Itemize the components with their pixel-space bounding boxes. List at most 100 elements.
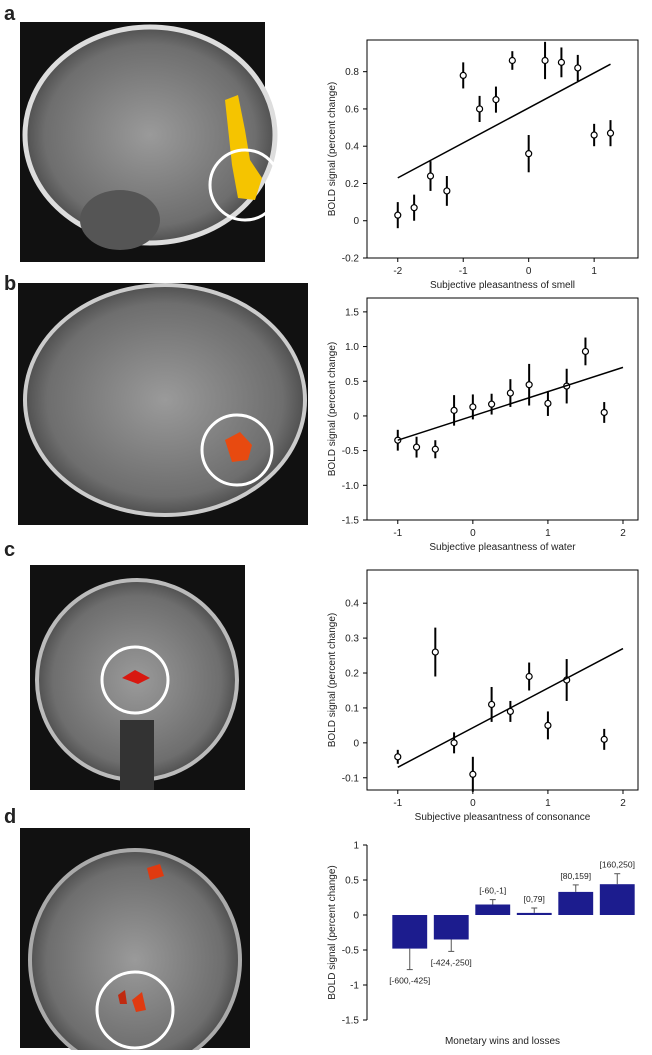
data-point <box>606 129 615 137</box>
data-point <box>431 445 439 453</box>
fit-line <box>397 63 611 179</box>
x-tick-label: 1 <box>591 266 597 277</box>
plot-frame <box>366 297 639 521</box>
data-point <box>394 753 402 761</box>
data-point <box>508 56 516 65</box>
plot-frame <box>366 39 639 259</box>
y-axis-label: BOLD signal (percent change) <box>327 82 338 217</box>
bar <box>516 912 552 915</box>
data-point <box>492 96 500 104</box>
x-tick-label: -1 <box>393 528 402 539</box>
data-point <box>581 347 590 356</box>
panel-label: b <box>4 273 16 295</box>
panel-label: a <box>4 3 16 25</box>
brain-image <box>20 22 282 262</box>
x-tick-label: 0 <box>470 528 476 539</box>
y-tick-label: 0.2 <box>345 179 359 190</box>
y-tick-label: 1.0 <box>345 342 359 353</box>
data-point <box>426 172 435 180</box>
y-tick-label: 0.5 <box>345 876 359 887</box>
x-axis-label: Monetary wins and losses <box>445 1036 560 1047</box>
data-point <box>469 770 477 778</box>
x-axis-label: Subjective pleasantness of consonance <box>415 812 591 823</box>
bar <box>433 915 469 940</box>
category-label: [80,159] <box>560 871 591 881</box>
y-tick-label: -1.5 <box>342 1016 360 1027</box>
y-tick-label: 1.5 <box>345 307 359 318</box>
y-tick-label: -1 <box>350 981 359 992</box>
bar <box>558 891 594 915</box>
data-point <box>525 150 533 158</box>
y-tick-label: 0 <box>353 216 359 227</box>
y-tick-label: 0 <box>353 738 359 749</box>
x-tick-label: 1 <box>545 528 551 539</box>
data-point <box>459 71 467 80</box>
x-tick-label: 2 <box>620 528 626 539</box>
category-label: [-424,-250] <box>431 957 472 967</box>
y-tick-label: 1 <box>353 841 359 852</box>
data-point <box>410 204 418 212</box>
y-tick-label: 0.4 <box>345 142 359 153</box>
y-tick-label: 0.3 <box>345 634 359 645</box>
data-point <box>525 672 533 681</box>
data-point <box>450 739 458 747</box>
data-point <box>541 56 549 65</box>
data-point <box>600 735 608 743</box>
y-tick-label: 0.2 <box>345 669 359 680</box>
y-tick-label: 0.4 <box>345 599 359 610</box>
data-point <box>544 721 552 729</box>
y-tick-label: 0.5 <box>345 377 359 388</box>
y-tick-label: 0.8 <box>345 67 359 78</box>
y-tick-label: 0 <box>353 411 359 422</box>
category-label: [0,79] <box>524 894 545 904</box>
data-point <box>557 58 566 66</box>
data-point <box>590 131 598 139</box>
data-point <box>431 648 439 656</box>
data-point <box>525 381 533 389</box>
y-tick-label: -0.5 <box>342 446 360 457</box>
y-tick-label: -0.5 <box>342 946 360 957</box>
data-point <box>488 400 496 408</box>
panel-label: c <box>4 539 15 561</box>
x-tick-label: 0 <box>470 798 476 809</box>
y-tick-label: -1.5 <box>342 516 360 527</box>
y-axis-label: BOLD signal (percent change) <box>327 613 338 748</box>
category-label: [-600,-425] <box>389 976 430 986</box>
data-point <box>394 211 402 219</box>
y-tick-label: 0 <box>353 911 359 922</box>
y-axis-label: BOLD signal (percent change) <box>327 342 338 477</box>
x-tick-label: 0 <box>526 266 532 277</box>
y-tick-label: -1.0 <box>342 481 360 492</box>
category-label: [160,250] <box>600 860 635 870</box>
data-point <box>488 700 496 709</box>
data-point <box>475 105 484 113</box>
x-tick-label: 1 <box>545 798 551 809</box>
y-tick-label: -0.1 <box>342 773 360 784</box>
y-tick-label: 0.6 <box>345 104 359 115</box>
plot-frame <box>366 569 639 791</box>
brain-image <box>18 283 308 525</box>
data-point <box>600 408 608 417</box>
bar <box>392 915 428 949</box>
fit-line <box>397 647 624 768</box>
data-point <box>412 443 421 451</box>
x-tick-label: -1 <box>393 798 402 809</box>
bar <box>475 904 511 915</box>
y-tick-label: 0.1 <box>345 703 359 714</box>
data-point <box>469 403 477 411</box>
x-tick-label: 2 <box>620 798 626 809</box>
y-axis-label: BOLD signal (percent change) <box>327 865 338 1000</box>
data-point <box>544 399 552 408</box>
data-point <box>443 187 451 195</box>
y-tick-label: -0.2 <box>342 254 360 265</box>
brain-image <box>20 828 250 1055</box>
x-axis-label: Subjective pleasantness of water <box>429 542 576 553</box>
fit-line <box>397 366 624 441</box>
x-axis-label: Subjective pleasantness of smell <box>430 280 575 291</box>
data-point <box>506 389 514 397</box>
bar <box>599 884 635 915</box>
brain-image <box>30 565 245 790</box>
x-tick-label: -2 <box>393 266 402 277</box>
data-point <box>574 64 582 72</box>
